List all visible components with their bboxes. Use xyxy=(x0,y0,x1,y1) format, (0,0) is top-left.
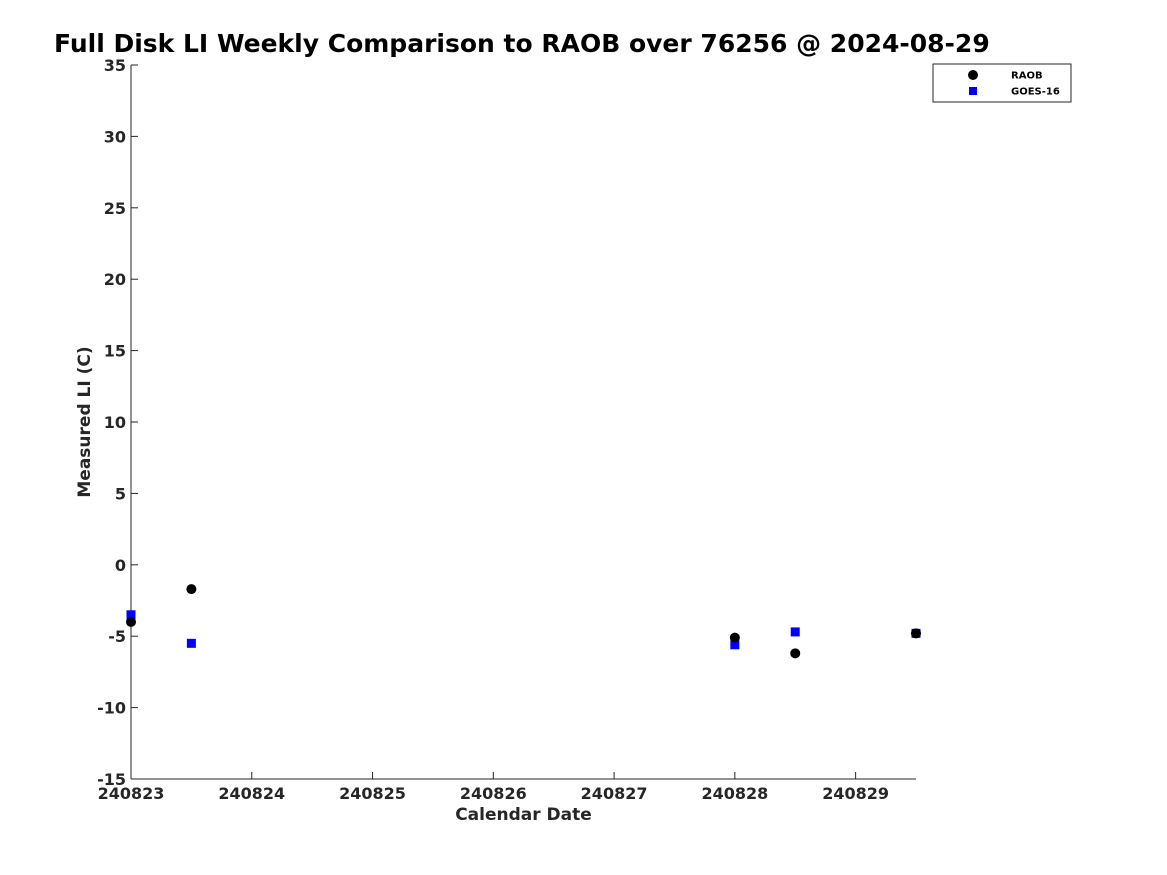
x-tick-label: 240828 xyxy=(701,784,768,803)
y-tick-label: 0 xyxy=(115,556,126,575)
legend-raob-marker xyxy=(968,70,978,80)
y-tick-label: 20 xyxy=(104,270,126,289)
legend-goes16-marker xyxy=(969,87,977,95)
y-tick-label: 5 xyxy=(115,484,126,503)
raob-point xyxy=(729,632,740,643)
y-tick-label: 15 xyxy=(104,342,126,361)
x-tick-label: 240825 xyxy=(339,784,406,803)
chart-title: Full Disk LI Weekly Comparison to RAOB o… xyxy=(54,29,990,58)
goes16-point xyxy=(126,610,136,620)
x-tick-label: 240827 xyxy=(581,784,648,803)
raob-point xyxy=(126,616,136,627)
y-tick-label: -15 xyxy=(97,770,126,789)
x-axis-label: Calendar Date xyxy=(455,805,592,825)
goes16-point xyxy=(730,640,740,650)
goes16-point xyxy=(186,638,196,648)
y-tick-label: -10 xyxy=(97,699,126,718)
legend-box xyxy=(932,63,1072,103)
y-tick-label: 10 xyxy=(104,413,126,432)
x-tick-label: 240823 xyxy=(98,784,165,803)
x-tick-label: 240829 xyxy=(822,784,889,803)
legend-label: GOES-16 xyxy=(1011,87,1060,98)
x-tick-label: 240826 xyxy=(460,784,527,803)
y-tick-label: 25 xyxy=(104,199,126,218)
goes16-point xyxy=(790,627,800,637)
y-tick-label: 35 xyxy=(104,56,126,75)
y-axis-label: Measured LI (C) xyxy=(75,346,95,497)
raob-point xyxy=(186,584,197,595)
raob-point xyxy=(911,628,921,639)
x-tick-label: 240824 xyxy=(218,784,285,803)
y-tick-label: 30 xyxy=(104,127,126,146)
y-tick-label: -5 xyxy=(108,627,126,646)
legend-label: RAOB xyxy=(1011,71,1043,82)
raob-point xyxy=(790,648,801,659)
